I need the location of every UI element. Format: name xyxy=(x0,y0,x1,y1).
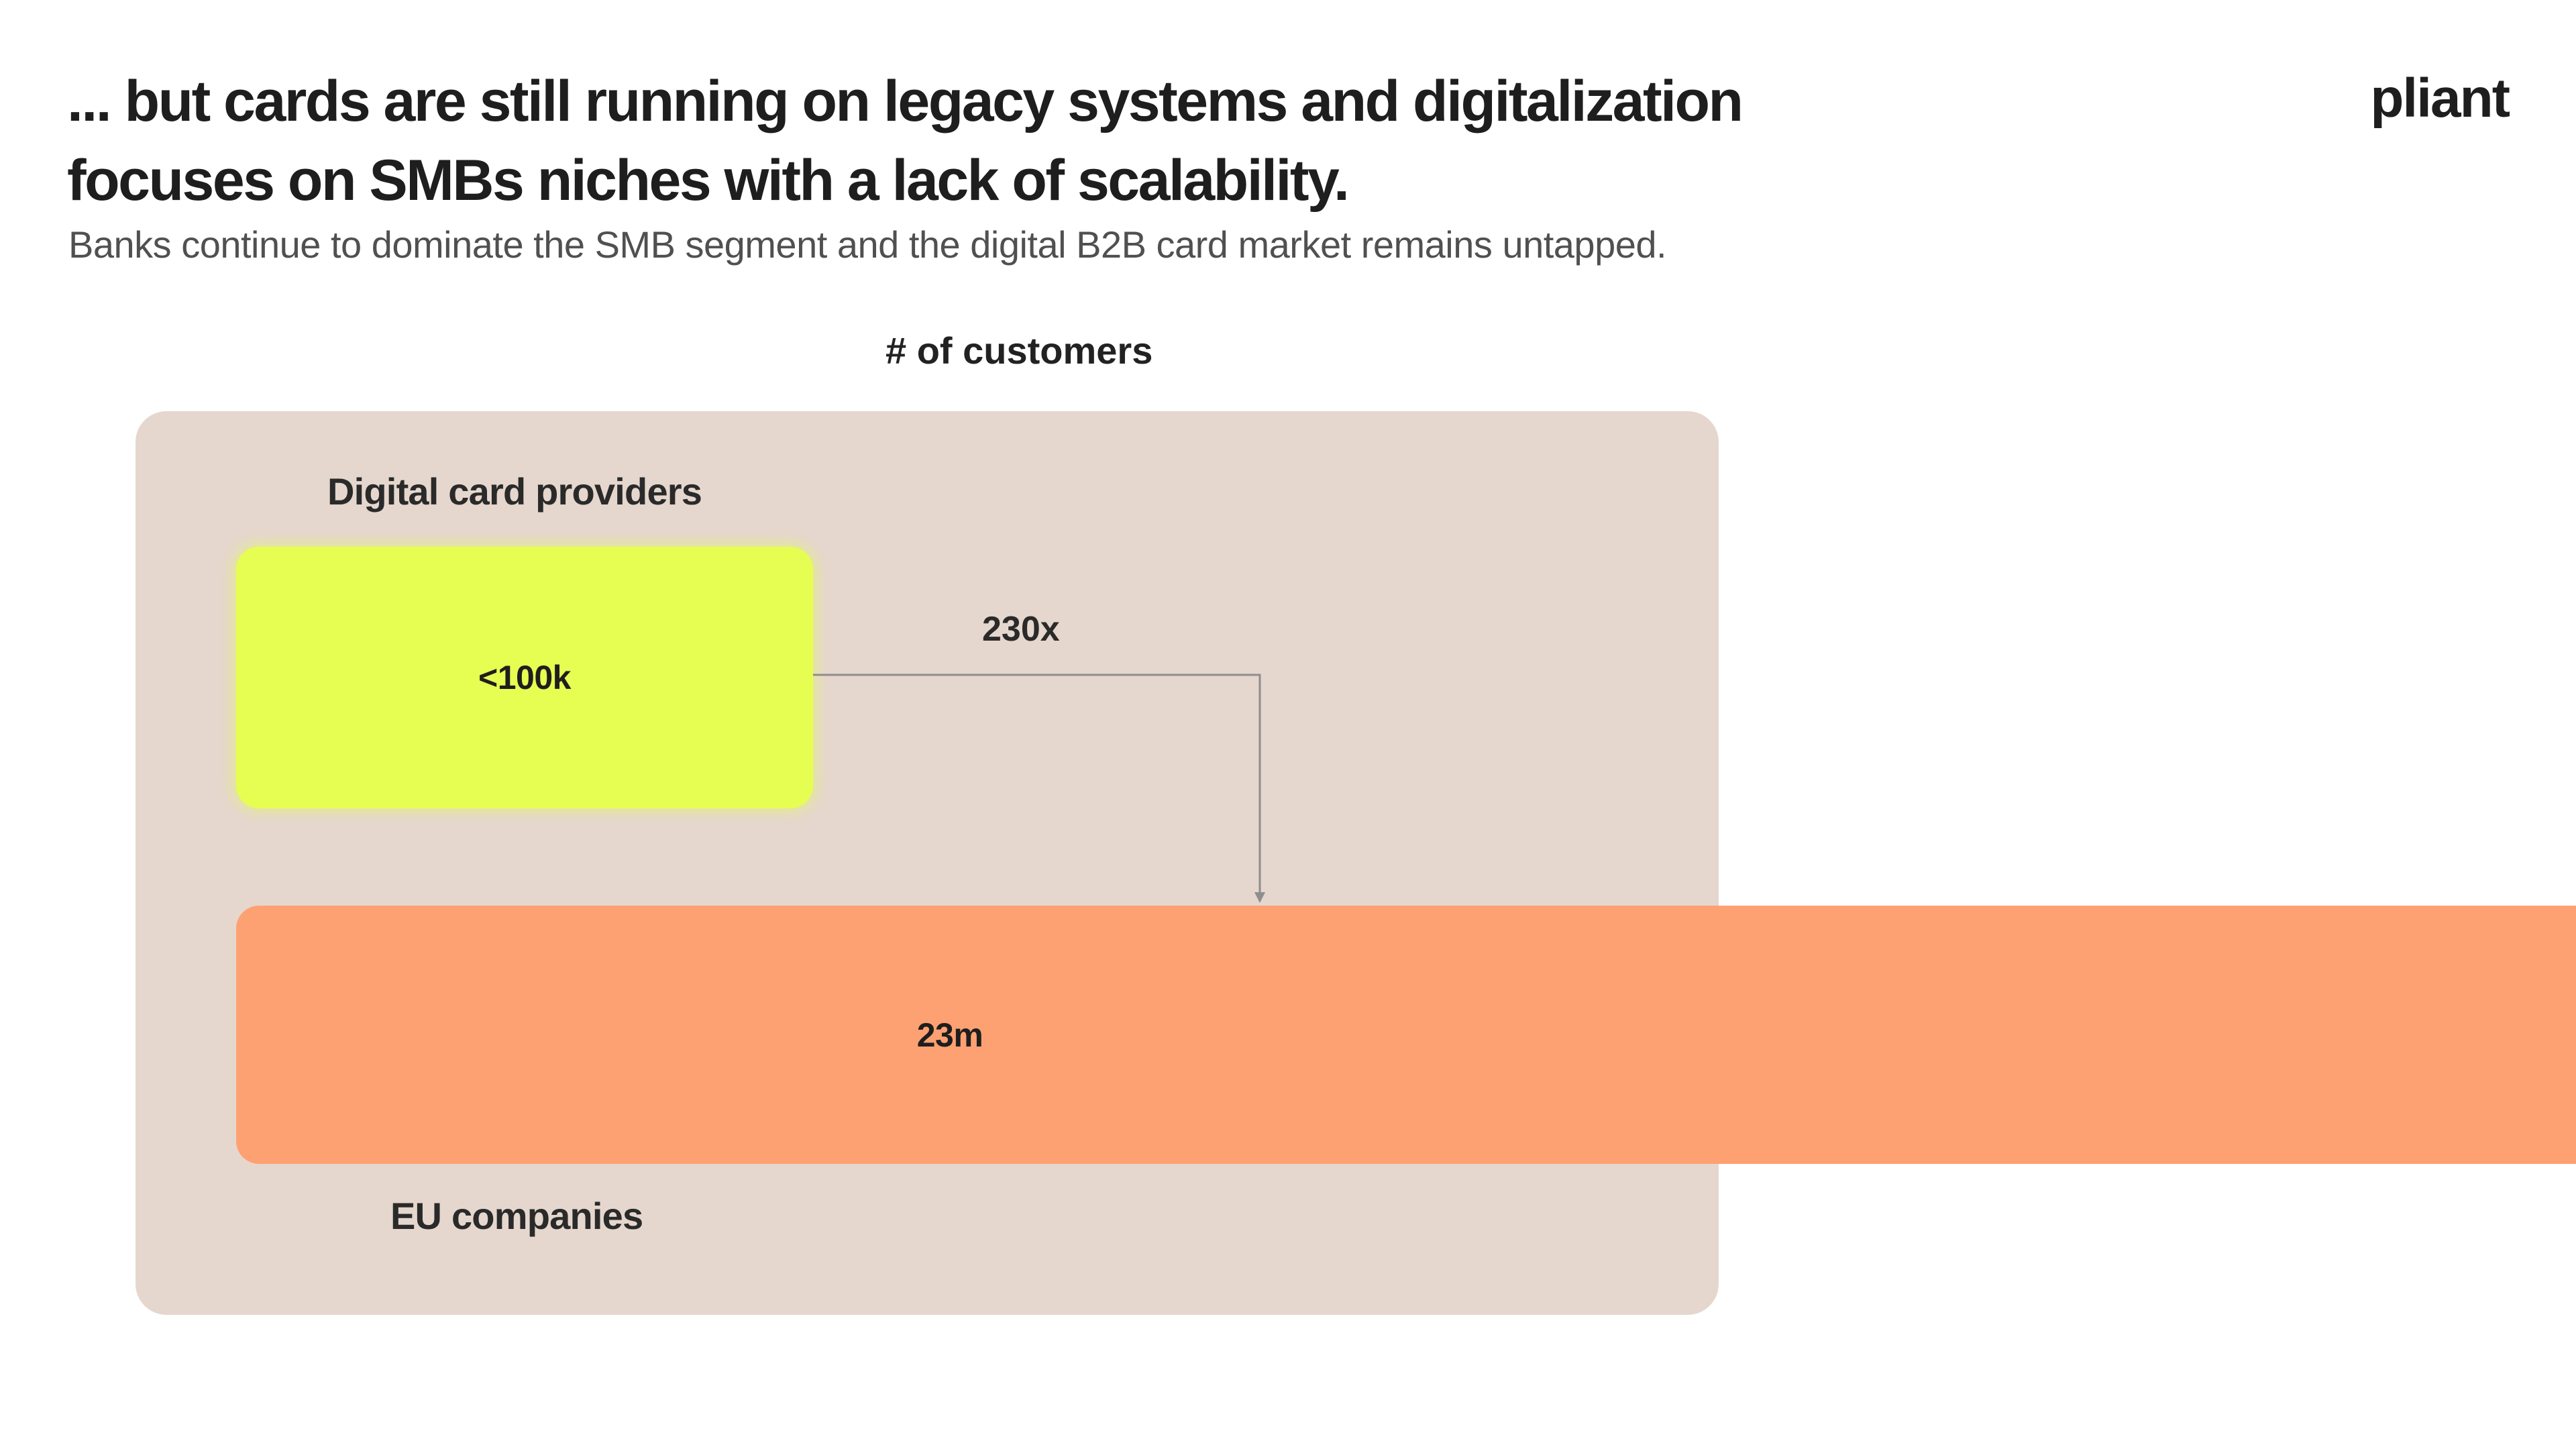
digital-card-providers-label: Digital card providers xyxy=(327,470,702,513)
headline-line-1: ... but cards are still running on legac… xyxy=(67,69,1743,133)
metric-label: # of customers xyxy=(885,329,1153,372)
eu-companies-label: EU companies xyxy=(390,1195,643,1237)
digital-card-providers-value: <100k xyxy=(478,659,571,696)
eu-companies-value: 23m xyxy=(916,1016,983,1054)
comparison-multiplier: 230x xyxy=(982,610,1060,649)
eu-companies-bar: 23m xyxy=(236,906,2576,1164)
headline-line-2: focuses on SMBs niches with a lack of sc… xyxy=(67,148,1350,213)
slide-subtitle: Banks continue to dominate the SMB segme… xyxy=(68,223,1667,266)
slide-headline: ... but cards are still running on legac… xyxy=(67,62,1912,220)
digital-card-providers-box: <100k xyxy=(236,547,813,808)
pliant-logo: pliant xyxy=(2370,68,2510,129)
